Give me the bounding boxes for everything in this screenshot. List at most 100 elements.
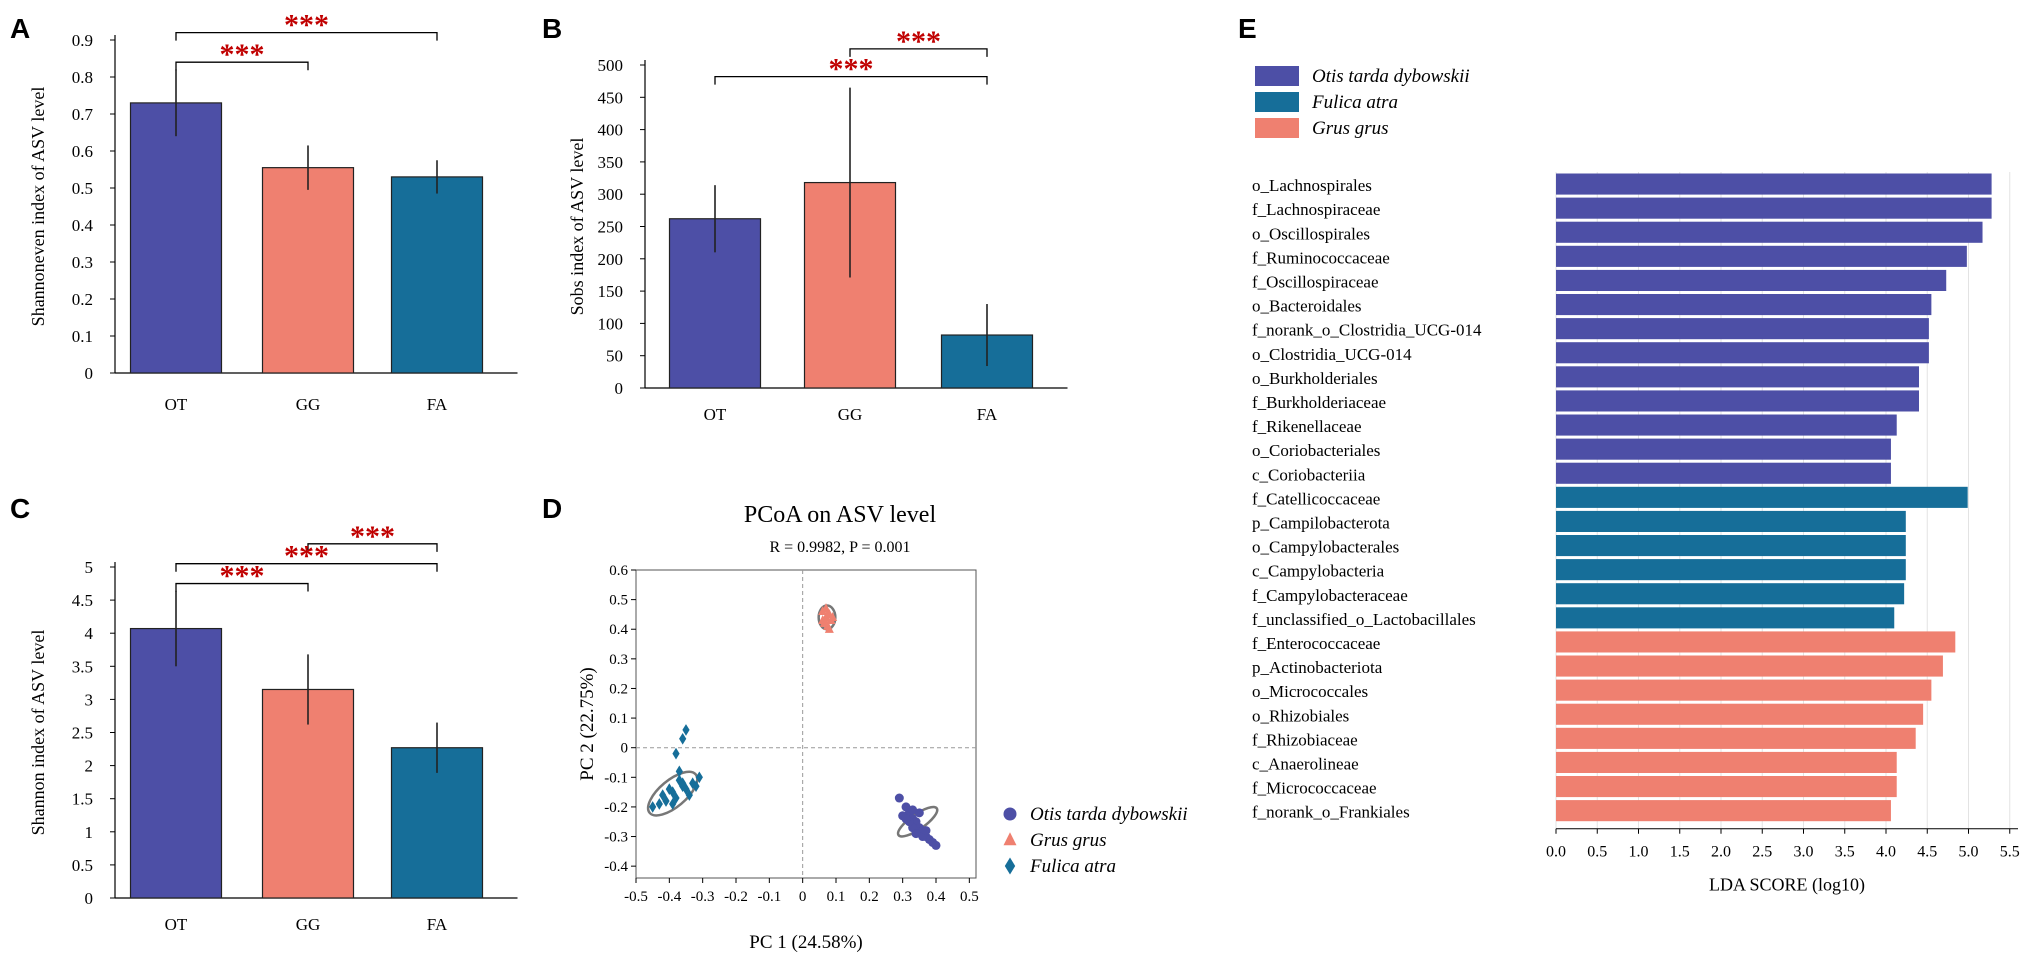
significance-bracket (175, 563, 438, 572)
bar-ot (129, 102, 223, 374)
y-tick-label: 450 (598, 88, 624, 107)
y-tick-label: 4 (85, 624, 94, 643)
scatter-point-diamond (672, 792, 680, 804)
y-tick-label: 0.2 (609, 681, 628, 697)
x-tick-label: 0 (799, 889, 807, 905)
panel-b-sobs-chart: 0 50 100 150 200 250 300 350 400 450 500 Sobs index… (567, 25, 1068, 424)
lda-bar-label: f_unclassified_o_Lactobacillales (1252, 610, 1476, 629)
lda-bar-label: p_Campilobacterota (1252, 514, 1390, 533)
y-tick-label: 4.5 (72, 591, 93, 610)
y-tick-label: 0.7 (72, 105, 94, 124)
y-tick-label: 3 (85, 690, 94, 709)
lda-bar-label: f_norank_o_Frankiales (1252, 803, 1410, 822)
y-tick-label: -0.3 (604, 830, 628, 846)
y-tick-label: 0.4 (72, 216, 94, 235)
legend-marker-diamond (1004, 857, 1016, 875)
lda-bar-label: f_Enterococcaceae (1252, 634, 1380, 653)
x-tick-label: -0.3 (691, 889, 715, 905)
x-tick-label: OT (165, 915, 188, 934)
lda-bar-label: f_Lachnospiraceae (1252, 200, 1380, 219)
legend-label: Otis tarda dybowskii (1030, 804, 1188, 825)
y-tick-label: 0.5 (72, 856, 93, 875)
lda-bar (1556, 800, 1891, 822)
scatter-point-circle (931, 840, 941, 850)
scatter-point-diamond (685, 789, 693, 801)
x-tick-label: GG (296, 395, 321, 414)
significance-stars: *** (284, 540, 329, 573)
scatter-point-triangle (821, 603, 831, 613)
y-tick-label: 400 (598, 121, 624, 140)
lda-bar (1556, 559, 1906, 581)
y-tick-label: 50 (606, 347, 623, 366)
lda-bar (1556, 318, 1929, 340)
y-tick-label: 0.3 (609, 652, 628, 668)
y-tick-label: 0.8 (72, 68, 93, 87)
significance-stars: *** (896, 25, 941, 58)
y-axis-title: PC 2 (22.75%) (577, 667, 598, 780)
x-tick-label: 0.2 (860, 889, 879, 905)
lda-bar (1556, 438, 1891, 460)
lda-bar (1556, 751, 1897, 773)
lda-bar-label: c_Campylobacteria (1252, 562, 1385, 581)
legend-swatch-ot (1255, 66, 1299, 86)
legend-label: Otis tarda dybowskii (1312, 66, 1470, 87)
lda-bar-label: f_Burkholderiaceae (1252, 393, 1386, 412)
lda-bar-label: f_Oscillospiraceae (1252, 273, 1379, 292)
scatter-point-triangle (821, 617, 831, 627)
x-tick-label: 1.0 (1629, 844, 1649, 861)
significance-stars: *** (220, 38, 265, 71)
scatter-point-circle (901, 814, 911, 824)
panel-label-a: A (10, 13, 30, 44)
lda-bar (1556, 366, 1919, 388)
scatter-point-circle (921, 826, 931, 836)
lda-bar-label: o_Micrococcales (1252, 682, 1368, 701)
lda-bar-label: c_Coriobacteriia (1252, 465, 1366, 484)
lda-bar (1556, 197, 1992, 219)
scatter-point-diamond (675, 774, 683, 787)
y-tick-label: 0.6 (72, 142, 93, 161)
y-tick-label: 500 (598, 56, 624, 75)
x-tick-label: 2.0 (1711, 844, 1731, 861)
y-tick-label: 0.2 (72, 290, 93, 309)
y-tick-label: 0 (621, 741, 629, 757)
x-tick-label: OT (165, 395, 188, 414)
scatter-point-diamond (679, 780, 687, 793)
x-tick-label: 0.1 (827, 889, 846, 905)
scatter-point-diamond (669, 798, 677, 810)
x-tick-label: 1.5 (1670, 844, 1690, 861)
lda-bar-label: f_Rikenellaceae (1252, 417, 1362, 436)
lda-bar (1556, 342, 1929, 364)
y-tick-label: 250 (598, 218, 624, 237)
scatter-point-circle (894, 793, 904, 803)
x-tick-label: 0.0 (1546, 844, 1566, 861)
lda-bar (1556, 173, 1992, 195)
lda-bar (1556, 462, 1891, 484)
scatter-point-diamond (649, 801, 657, 813)
y-tick-label: -0.1 (604, 770, 628, 786)
significance-bracket (307, 543, 438, 552)
y-tick-label: 0.9 (72, 31, 93, 50)
y-axis-title: Shannon index of ASV level (28, 630, 48, 836)
y-tick-label: 0 (85, 889, 94, 908)
lda-bar-label: p_Actinobacteriota (1252, 658, 1383, 677)
x-tick-label: -0.2 (724, 889, 748, 905)
x-tick-label: 3.5 (1835, 844, 1855, 861)
y-tick-label: 0.1 (72, 327, 93, 346)
lda-bar (1556, 269, 1947, 291)
x-tick-label: 0.5 (1587, 844, 1607, 861)
y-tick-label: 0.3 (72, 253, 93, 272)
significance-stars: *** (829, 53, 874, 86)
scatter-point-triangle (828, 611, 838, 621)
legend-swatch-gg (1255, 118, 1299, 138)
lda-bar (1556, 245, 1967, 267)
lda-bar-label: o_Oscillospirales (1252, 224, 1370, 243)
y-tick-label: 200 (598, 250, 624, 269)
lda-bar (1556, 414, 1897, 436)
y-tick-label: 2.5 (72, 724, 93, 743)
lda-bar (1556, 655, 1943, 677)
legend-swatch-fa (1255, 92, 1299, 112)
lda-bar (1556, 607, 1895, 629)
x-tick-label: FA (427, 915, 448, 934)
lda-bar-label: f_Micrococcaceae (1252, 779, 1377, 798)
y-tick-label: 300 (598, 185, 624, 204)
